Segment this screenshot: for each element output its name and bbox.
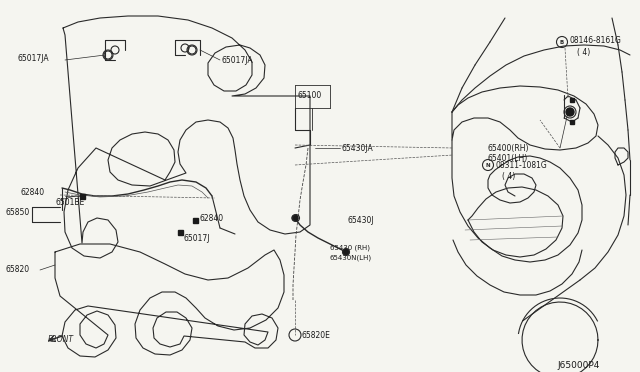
Circle shape [343,249,349,255]
Circle shape [566,108,574,116]
Text: 65017JA: 65017JA [222,55,253,64]
Text: 65401(LH): 65401(LH) [488,154,528,163]
Text: 65430JA: 65430JA [342,144,374,153]
Text: 65850: 65850 [5,208,29,217]
Text: 08311-1081G: 08311-1081G [496,160,548,170]
Bar [79,193,84,199]
Text: ( 4): ( 4) [502,171,515,180]
Text: 6501BE: 6501BE [55,198,84,206]
Text: 62840: 62840 [20,187,44,196]
Circle shape [292,215,298,221]
Text: 65820: 65820 [5,266,29,275]
Text: 65430 (RH): 65430 (RH) [330,245,370,251]
Text: B: B [560,39,564,45]
Text: 65820E: 65820E [302,330,331,340]
Text: 65400(RH): 65400(RH) [488,144,529,153]
Text: 65017JA: 65017JA [17,54,49,62]
Bar [570,120,574,124]
Text: 08146-8161G: 08146-8161G [570,35,622,45]
Text: 65100: 65100 [298,90,323,99]
Text: 65430J: 65430J [348,215,374,224]
Text: FRONT: FRONT [48,336,74,344]
Bar [193,218,198,222]
Bar [570,98,574,102]
Bar [177,230,182,234]
Text: N: N [486,163,490,167]
Text: 62840: 62840 [200,214,224,222]
Text: 65430N(LH): 65430N(LH) [330,255,372,261]
Text: J65000P4: J65000P4 [557,360,600,369]
Text: ( 4): ( 4) [577,48,590,57]
Text: 65017J: 65017J [183,234,209,243]
